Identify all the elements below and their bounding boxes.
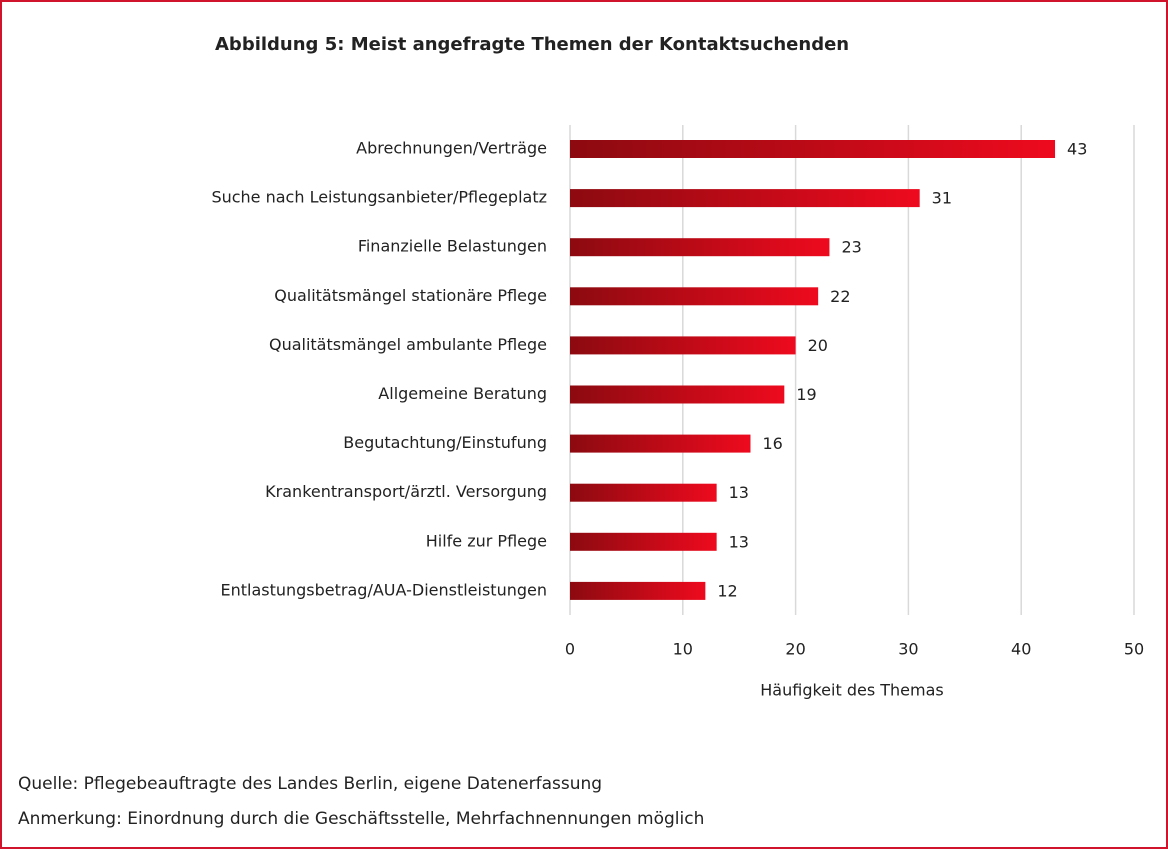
- x-tick-label: 50: [1124, 640, 1144, 659]
- y-tick-label: Hilfe zur Pflege: [426, 531, 547, 550]
- value-label: 12: [717, 581, 737, 600]
- value-label: 13: [729, 483, 749, 502]
- remark-note: Anmerkung: Einordnung durch die Geschäft…: [18, 809, 704, 829]
- bar: [570, 140, 1056, 158]
- y-tick-label: Qualitätsmängel stationäre Pflege: [274, 286, 547, 305]
- y-tick-label: Suche nach Leistungsanbieter/Pflegeplatz: [211, 188, 547, 207]
- value-label: 20: [808, 336, 828, 355]
- y-tick-label: Begutachtung/Einstufung: [343, 433, 547, 452]
- bar: [570, 336, 796, 355]
- bar: [570, 238, 830, 257]
- value-label: 16: [762, 434, 782, 453]
- bar: [570, 189, 920, 208]
- y-tick-label: Abrechnungen/Verträge: [356, 139, 547, 158]
- x-tick-label: 10: [673, 640, 693, 659]
- x-tick-label: 40: [1011, 640, 1031, 659]
- value-label: 22: [830, 287, 850, 306]
- bar: [570, 385, 785, 404]
- value-label: 31: [932, 189, 952, 208]
- bar: [570, 581, 706, 600]
- bar: [570, 434, 751, 453]
- value-label: 19: [796, 385, 816, 404]
- y-tick-label: Krankentransport/ärztl. Versorgung: [265, 482, 547, 501]
- y-tick-label: Entlastungsbetrag/AUA-Dienstleistungen: [220, 580, 547, 599]
- bar: [570, 532, 717, 551]
- value-label: 13: [729, 532, 749, 551]
- chart-title: Abbildung 5: Meist angefragte Themen der…: [215, 34, 849, 55]
- y-tick-label: Qualitätsmängel ambulante Pflege: [269, 335, 547, 354]
- x-tick-label: 20: [785, 640, 805, 659]
- x-axis-label: Häufigkeit des Themas: [760, 681, 943, 700]
- bar: [570, 287, 819, 306]
- value-label: 23: [841, 238, 861, 257]
- x-tick-label: 0: [565, 640, 575, 659]
- source-note: Quelle: Pflegebeauftragte des Landes Ber…: [18, 774, 602, 794]
- bar: [570, 483, 717, 502]
- y-tick-label: Finanzielle Belastungen: [358, 237, 547, 256]
- y-tick-label: Allgemeine Beratung: [378, 384, 547, 403]
- x-tick-label: 30: [898, 640, 918, 659]
- value-label: 43: [1067, 140, 1087, 159]
